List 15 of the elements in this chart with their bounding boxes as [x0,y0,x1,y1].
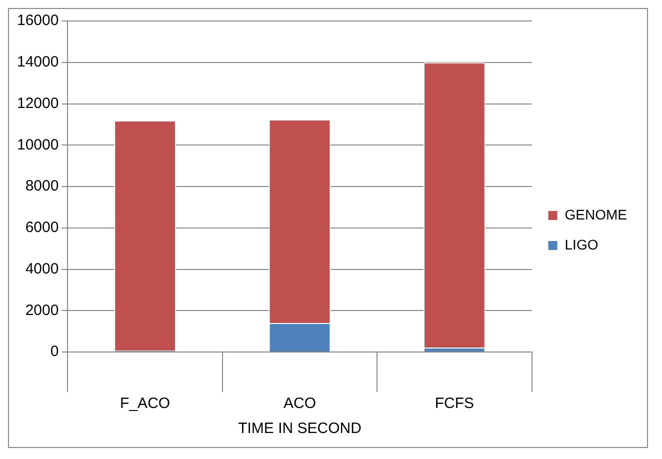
y-tick-label: 10000 [16,136,59,154]
x-tick-label: ACO [283,395,316,412]
y-tick-label: 8000 [25,178,59,195]
y-tick-label: 16000 [16,12,59,30]
x-tick-label: FCFS [434,395,474,412]
y-tick-label: 6000 [25,219,59,236]
x-tick-label: F_ACO [120,395,170,412]
legend-label: GENOME [564,206,628,222]
y-tick-label: 2000 [25,302,59,319]
y-tick-label: 4000 [25,260,59,278]
legend-label: LIGO [564,236,598,252]
y-tick-label: 12000 [16,94,59,112]
x-axis-title: TIME IN SECOND [238,420,362,438]
y-tick-label: 0 [50,343,59,360]
y-tick-label: 14000 [16,54,59,71]
